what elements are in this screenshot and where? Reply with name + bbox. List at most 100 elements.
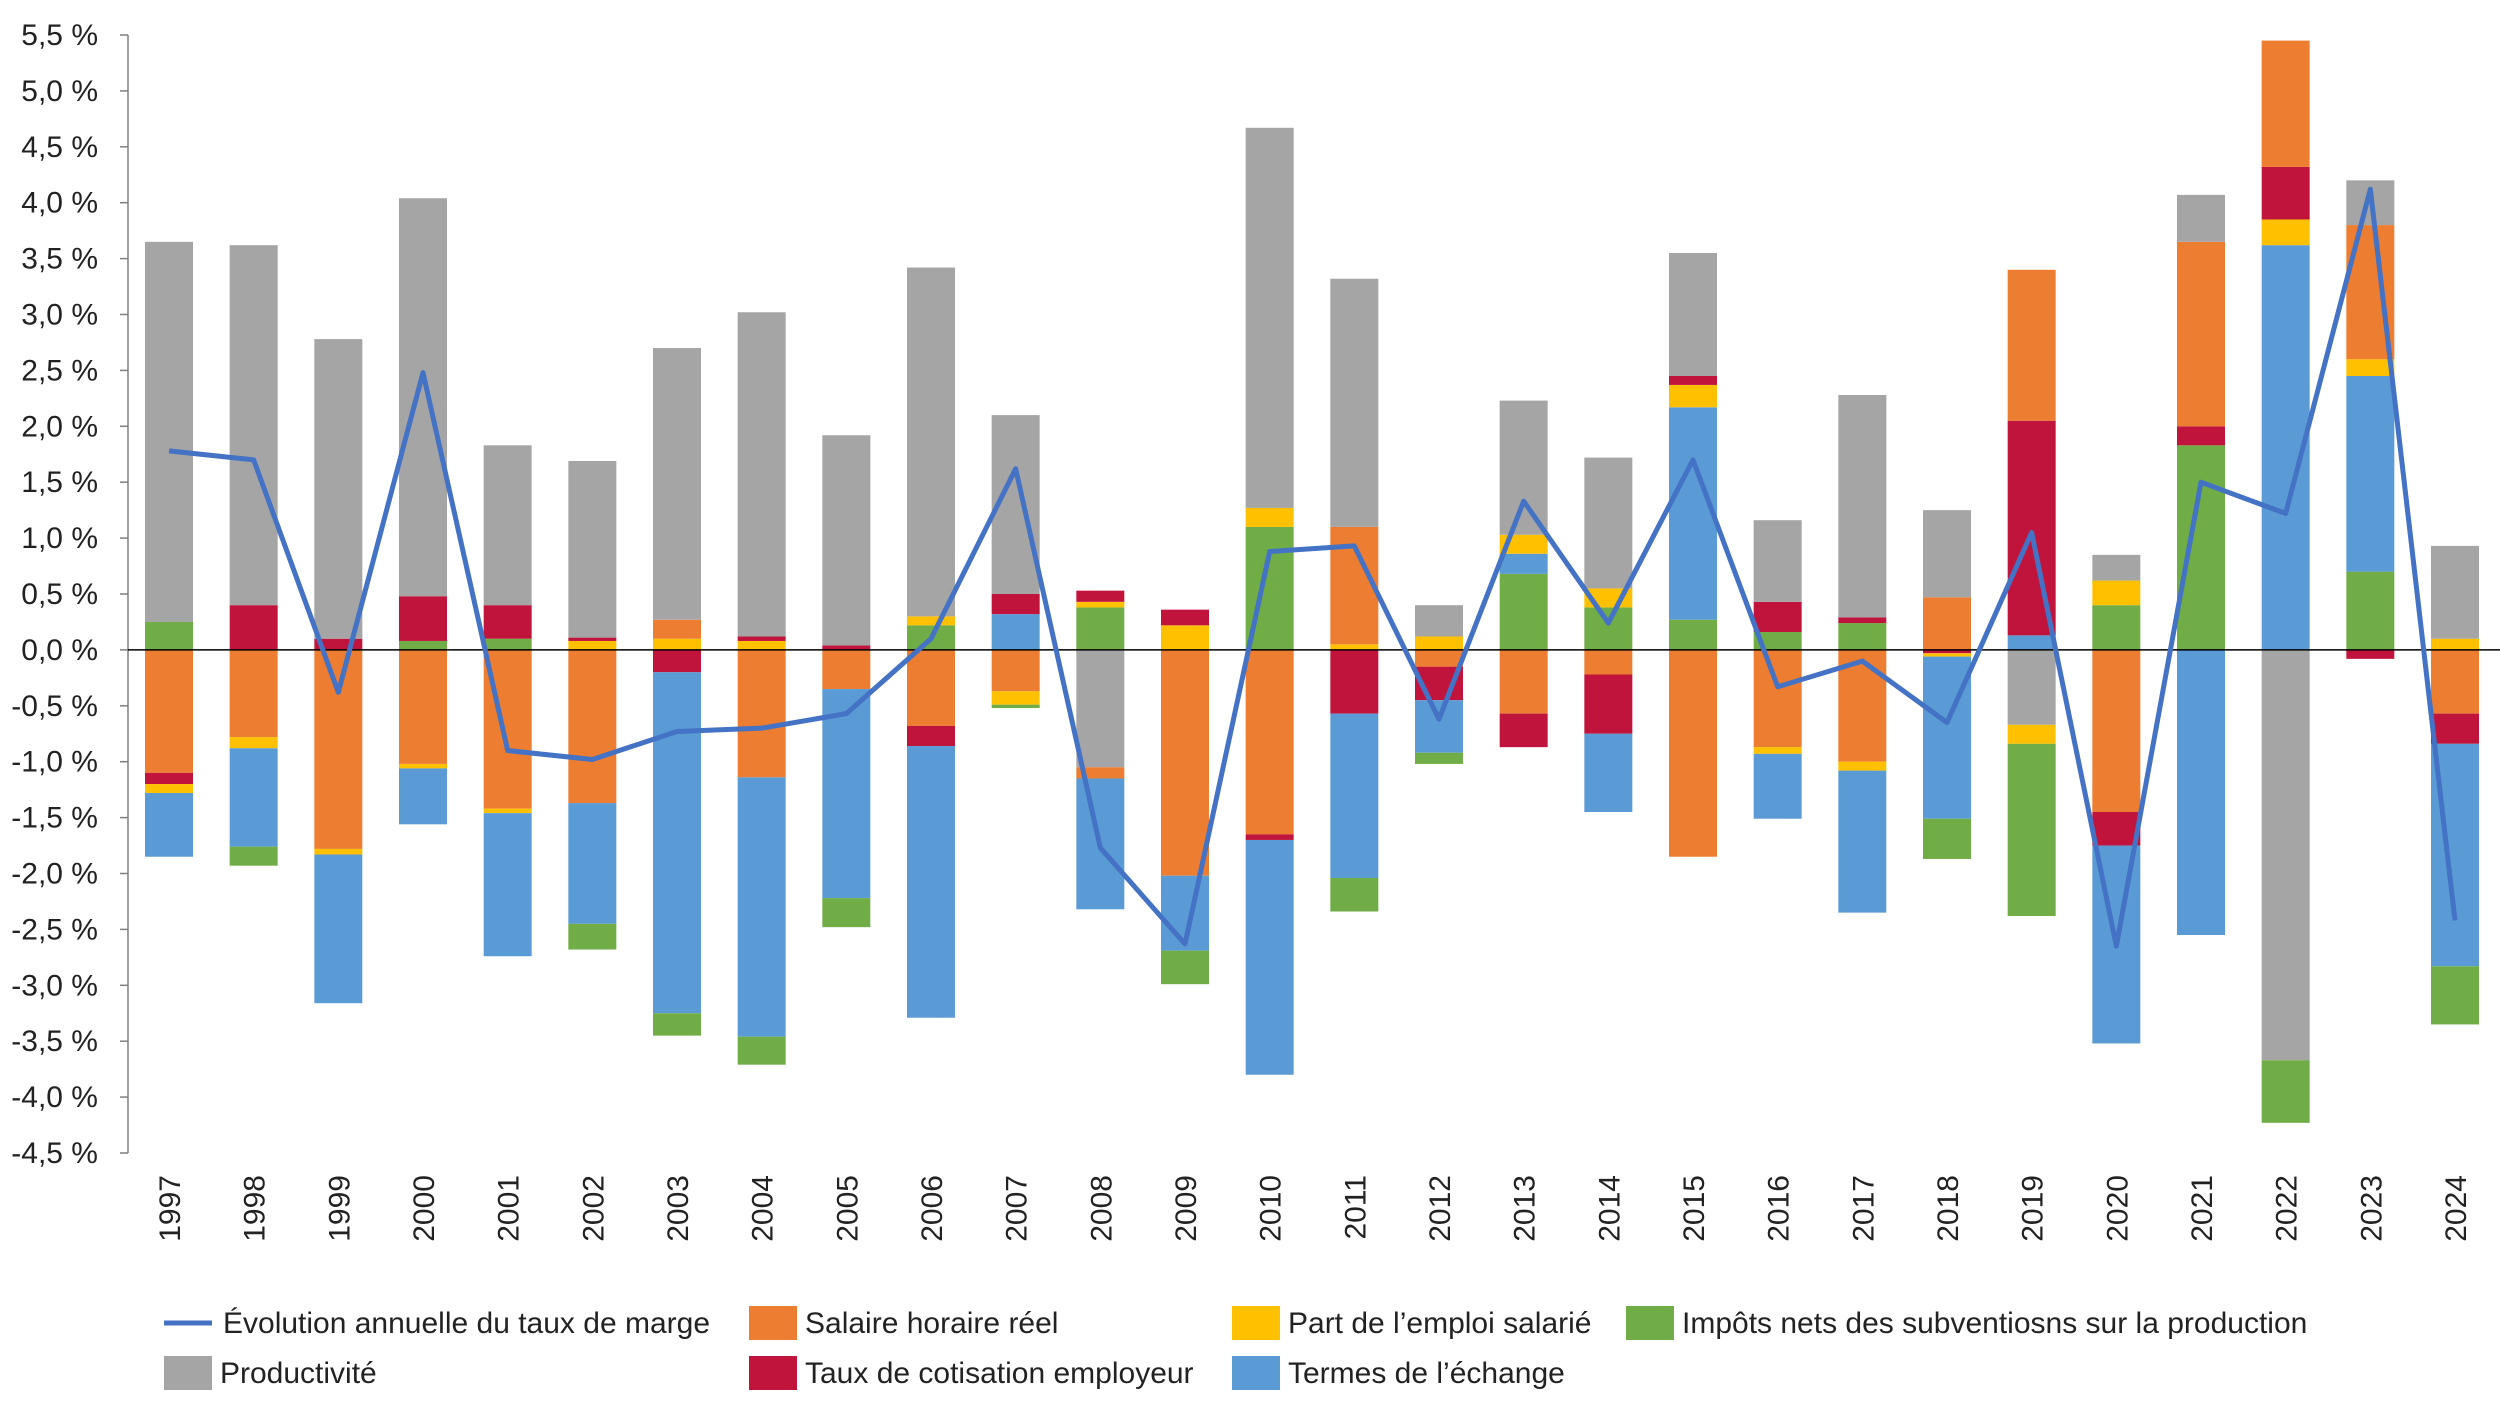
bar-G-2013 (1500, 574, 1548, 650)
bar-O-1998 (230, 650, 278, 737)
y-tick-label: -3,0 % (11, 969, 98, 1002)
legend-swatch (1626, 1306, 1674, 1340)
bar-P-2003 (653, 348, 701, 620)
bar-Y-1997 (145, 784, 193, 793)
bar-P-2020 (2092, 555, 2140, 581)
legend-item: Termes de l’échange (1232, 1356, 1565, 1390)
bar-G-2004 (738, 1037, 786, 1065)
bar-R-1998 (230, 605, 278, 650)
bar-B-2021 (2177, 650, 2225, 935)
bar-B-2005 (822, 689, 870, 898)
x-tick-label: 2022 (2271, 1175, 2304, 1242)
bar-G-2012 (1415, 753, 1463, 764)
bar-P-1997 (145, 242, 193, 622)
y-tick-label: -4,0 % (11, 1081, 98, 1114)
bar-G-2018 (1923, 819, 1971, 859)
bar-R-2002 (568, 638, 616, 641)
x-tick-label: 2000 (408, 1175, 441, 1242)
bar-B-2014 (1584, 734, 1632, 812)
legend-item: Part de l’emploi salarié (1232, 1306, 1591, 1340)
legend-label: Productivité (220, 1357, 377, 1390)
bar-O-2012 (1415, 650, 1463, 667)
x-tick-label: 2010 (1255, 1175, 1288, 1242)
bar-G-2007 (992, 705, 1040, 708)
legend-item: Taux de cotisation employeur (749, 1356, 1194, 1390)
bar-Y-1999 (314, 849, 362, 855)
bar-O-2005 (822, 650, 870, 689)
x-tick-label: 2019 (2017, 1175, 2050, 1242)
bar-G-2024 (2431, 966, 2479, 1024)
bar-Y-2019 (2008, 725, 2056, 744)
x-tick-label: 2008 (1085, 1175, 1118, 1242)
x-tick-label: 2012 (1424, 1175, 1457, 1242)
bar-O-2010 (1246, 650, 1294, 834)
bar-P-2000 (399, 198, 447, 596)
bar-O-2016 (1754, 650, 1802, 747)
x-tick-label: 2001 (493, 1175, 526, 1242)
y-tick-label: -1,5 % (11, 802, 98, 835)
bar-O-2003 (653, 620, 701, 639)
x-tick-label: 2024 (2440, 1175, 2473, 1242)
legend-label: Taux de cotisation employeur (805, 1357, 1194, 1390)
bar-B-2010 (1246, 840, 1294, 1075)
bar-P-2015 (1669, 253, 1717, 376)
bar-R-2000 (399, 596, 447, 641)
y-tick-label: 5,5 % (21, 19, 98, 52)
bar-R-2010 (1246, 834, 1294, 840)
bar-G-2019 (2008, 744, 2056, 916)
bar-Y-2003 (653, 639, 701, 650)
x-tick-label: 2014 (1593, 1175, 1626, 1242)
bar-Y-2007 (992, 691, 1040, 704)
bar-R-2021 (2177, 426, 2225, 445)
bar-G-2005 (822, 898, 870, 927)
bar-B-2001 (484, 813, 532, 956)
bar-P-2004 (738, 312, 786, 636)
bar-R-2011 (1330, 650, 1378, 714)
bar-P-1998 (230, 245, 278, 605)
bar-B-2015 (1669, 407, 1717, 619)
x-tick-label: 2007 (1001, 1175, 1034, 1242)
bar-Y-2001 (484, 809, 532, 813)
bar-G-2011 (1330, 878, 1378, 912)
bar-B-2016 (1754, 754, 1802, 819)
bar-P-2016 (1754, 520, 1802, 602)
bar-G-2020 (2092, 605, 2140, 650)
bar-G-2002 (568, 924, 616, 950)
bar-G-2015 (1669, 620, 1717, 650)
bar-G-2014 (1584, 607, 1632, 649)
bar-R-2024 (2431, 714, 2479, 744)
legend-label: Évolution annuelle du taux de marge (223, 1307, 710, 1340)
legend-label: Part de l’emploi salarié (1288, 1307, 1591, 1340)
bar-P-2011 (1330, 279, 1378, 527)
bar-P-2022 (2262, 650, 2310, 1060)
bar-B-1998 (230, 748, 278, 846)
x-tick-label: 2006 (916, 1175, 949, 1242)
y-tick-label: 3,0 % (21, 299, 98, 332)
bar-B-2013 (1500, 554, 1548, 574)
bar-R-2014 (1584, 674, 1632, 733)
y-tick-label: 2,0 % (21, 410, 98, 443)
bar-Y-2002 (568, 641, 616, 650)
x-tick-label: 2023 (2355, 1175, 2388, 1242)
bar-B-2002 (568, 803, 616, 924)
bar-P-2005 (822, 435, 870, 645)
bar-R-2001 (484, 605, 532, 639)
bar-Y-2020 (2092, 581, 2140, 606)
x-tick-label: 2011 (1339, 1175, 1372, 1240)
x-tick-label: 2021 (2186, 1175, 2219, 1242)
bar-B-2000 (399, 768, 447, 824)
bar-P-2021 (2177, 195, 2225, 242)
bar-O-2007 (992, 650, 1040, 691)
bar-B-2017 (1838, 771, 1886, 913)
bar-P-2017 (1838, 395, 1886, 617)
x-tick-label: 2004 (747, 1175, 780, 1242)
bar-P-2018 (1923, 510, 1971, 597)
bar-Y-2009 (1161, 625, 1209, 650)
bar-R-2003 (653, 650, 701, 672)
bar-O-2002 (568, 650, 616, 803)
legend-item: Productivité (164, 1356, 377, 1390)
bar-O-2013 (1500, 650, 1548, 714)
bar-Y-2015 (1669, 385, 1717, 407)
bar-P-2024 (2431, 546, 2479, 639)
